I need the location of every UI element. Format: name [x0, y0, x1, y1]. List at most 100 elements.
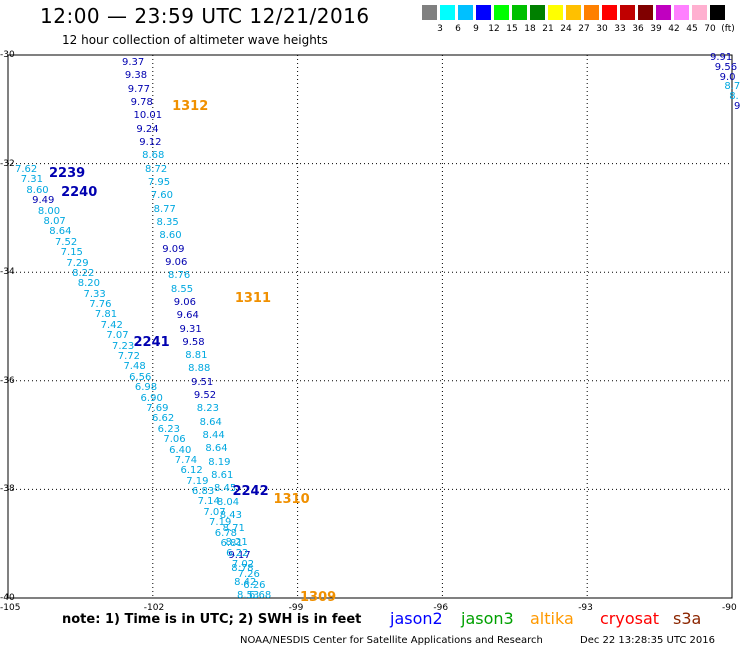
latitude-label: -36 — [0, 375, 15, 386]
track-b-value: 6.78 — [214, 527, 238, 539]
scale-tick-label: (ft) — [721, 24, 735, 34]
track-b-value: 8.07 — [43, 215, 66, 227]
generated-timestamp: Dec 22 13:28:35 UTC 2016 — [580, 635, 715, 646]
track-a-value: 8.77 — [153, 203, 176, 215]
scale-swatch — [710, 5, 725, 20]
track-a-value: 9.58 — [182, 336, 205, 348]
scale-swatch — [476, 5, 491, 20]
track-b-value: 8.20 — [77, 278, 101, 290]
footer-note: note: 1) Time is in UTC; 2) SWH is in fe… — [62, 612, 362, 627]
scale-tick-label: 15 — [506, 24, 518, 34]
track-b-value: 6.81 — [220, 538, 243, 550]
track-a-value: 9.37 — [122, 57, 145, 68]
track-a-value: 9.78 — [130, 96, 153, 108]
scale-tick-label: 36 — [632, 24, 644, 34]
track-b-value: 7.07 — [106, 330, 129, 342]
track-a-value: 9.06 — [173, 296, 197, 308]
track-a-value: 9.64 — [176, 310, 199, 322]
track-b-value: 7.69 — [146, 402, 169, 414]
track-c-value: 9.56 — [714, 61, 738, 73]
track-b-value: 7.14 — [197, 496, 220, 508]
track-a-value: 8.42 — [234, 576, 257, 588]
longitude-label: -93 — [578, 603, 593, 613]
track-b-value: 8.22 — [72, 267, 95, 279]
track-a-value: 8.64 — [199, 416, 222, 428]
scale-tick-label: 39 — [650, 24, 662, 34]
track-a-value: 9.77 — [127, 83, 151, 95]
track-b-value: 6.23 — [157, 423, 180, 435]
track-a-value: 7.60 — [150, 190, 174, 202]
track-a-value: 8.76 — [168, 270, 191, 282]
satellite-legend-jason3: jason3 — [461, 609, 514, 628]
track-b-value: 7.62 — [15, 164, 38, 175]
track-b-value: 8.00 — [37, 205, 61, 217]
scale-swatch — [548, 5, 563, 20]
track-a-value: 8.04 — [216, 496, 240, 508]
track-b-value: 6.56 — [129, 371, 152, 383]
track-b-value: 7.74 — [174, 454, 198, 466]
track-a-value: 8.61 — [211, 470, 234, 482]
longitude-label: -90 — [722, 603, 737, 613]
satellite-legend-jason2: jason2 — [390, 609, 443, 628]
scale-swatch — [458, 5, 473, 20]
track-a-value: 9.12 — [139, 136, 162, 148]
scale-swatch — [566, 5, 581, 20]
track-b-value: 7.02 — [231, 558, 255, 570]
track-b-value: 6.62 — [151, 413, 175, 425]
scale-tick-label: 42 — [668, 24, 680, 34]
scale-tick-label: 27 — [578, 24, 590, 34]
track-a-value: 9.09 — [162, 243, 185, 255]
scale-tick-label: 3 — [437, 24, 443, 34]
track-b-value: 8.64 — [49, 226, 72, 238]
scale-swatch — [656, 5, 671, 20]
scale-swatch — [494, 5, 509, 20]
track-a-value: 8.53 — [237, 590, 260, 601]
track-a-value: 8.55 — [170, 283, 194, 295]
track-b-value: 7.26 — [237, 569, 260, 581]
track-a-value: 9.31 — [179, 323, 202, 335]
track-a-value: 8.35 — [156, 216, 179, 228]
track-a-value: 8.44 — [202, 430, 225, 442]
track-a-value: 8.81 — [185, 350, 208, 362]
longitude-label: -105 — [0, 603, 21, 613]
track-b-value: 7.23 — [112, 340, 135, 352]
track-b-value: 6.12 — [180, 465, 203, 477]
scale-tick-label: 30 — [596, 24, 608, 34]
track-a-value: 8.23 — [196, 403, 220, 415]
latitude-label: -32 — [0, 158, 15, 169]
track-a-value: 8.43 — [219, 510, 243, 522]
track-b-value: 6.26 — [243, 579, 266, 591]
track-a-value: 8.78 — [231, 563, 254, 575]
track-a-value: 8.60 — [159, 230, 182, 242]
pass-number: 2240 — [61, 185, 98, 201]
track-c-value: 9.91 — [710, 52, 733, 63]
latitude-label: -38 — [0, 484, 15, 495]
satellite-legend-s3a: s3a — [673, 609, 702, 628]
track-b-value: 7.06 — [163, 434, 186, 446]
pass-number: 1309 — [300, 590, 337, 605]
scale-tick-label: 18 — [524, 24, 536, 34]
track-b-value: 7.07 — [203, 506, 226, 518]
longitude-label: -96 — [433, 603, 449, 613]
pass-number: 1311 — [234, 291, 272, 307]
latitude-label: -30 — [0, 50, 15, 60]
track-b-value: 9.49 — [32, 195, 55, 207]
scale-swatch — [512, 5, 527, 20]
track-a-value: 9.52 — [193, 390, 217, 402]
track-a-value: 8.64 — [205, 443, 228, 455]
track-a-value: 8.68 — [142, 150, 165, 162]
track-c-value: 9 — [734, 101, 740, 112]
track-a-value: 9.06 — [165, 256, 188, 268]
track-b-value: 6.40 — [169, 444, 192, 456]
track-b-value: 6.90 — [140, 392, 163, 404]
track-b-value: 6.98 — [134, 382, 158, 394]
pass-number: 2241 — [133, 334, 170, 350]
latitude-label: -40 — [0, 593, 15, 603]
track-b-value: 7.42 — [100, 319, 123, 331]
scale-tick-label: 9 — [473, 24, 479, 34]
track-b-value: 7.76 — [89, 299, 112, 311]
track-b-value: 6.83 — [191, 486, 215, 498]
scale-tick-label: 33 — [614, 24, 626, 34]
track-c-value: 9.0 — [719, 71, 736, 83]
